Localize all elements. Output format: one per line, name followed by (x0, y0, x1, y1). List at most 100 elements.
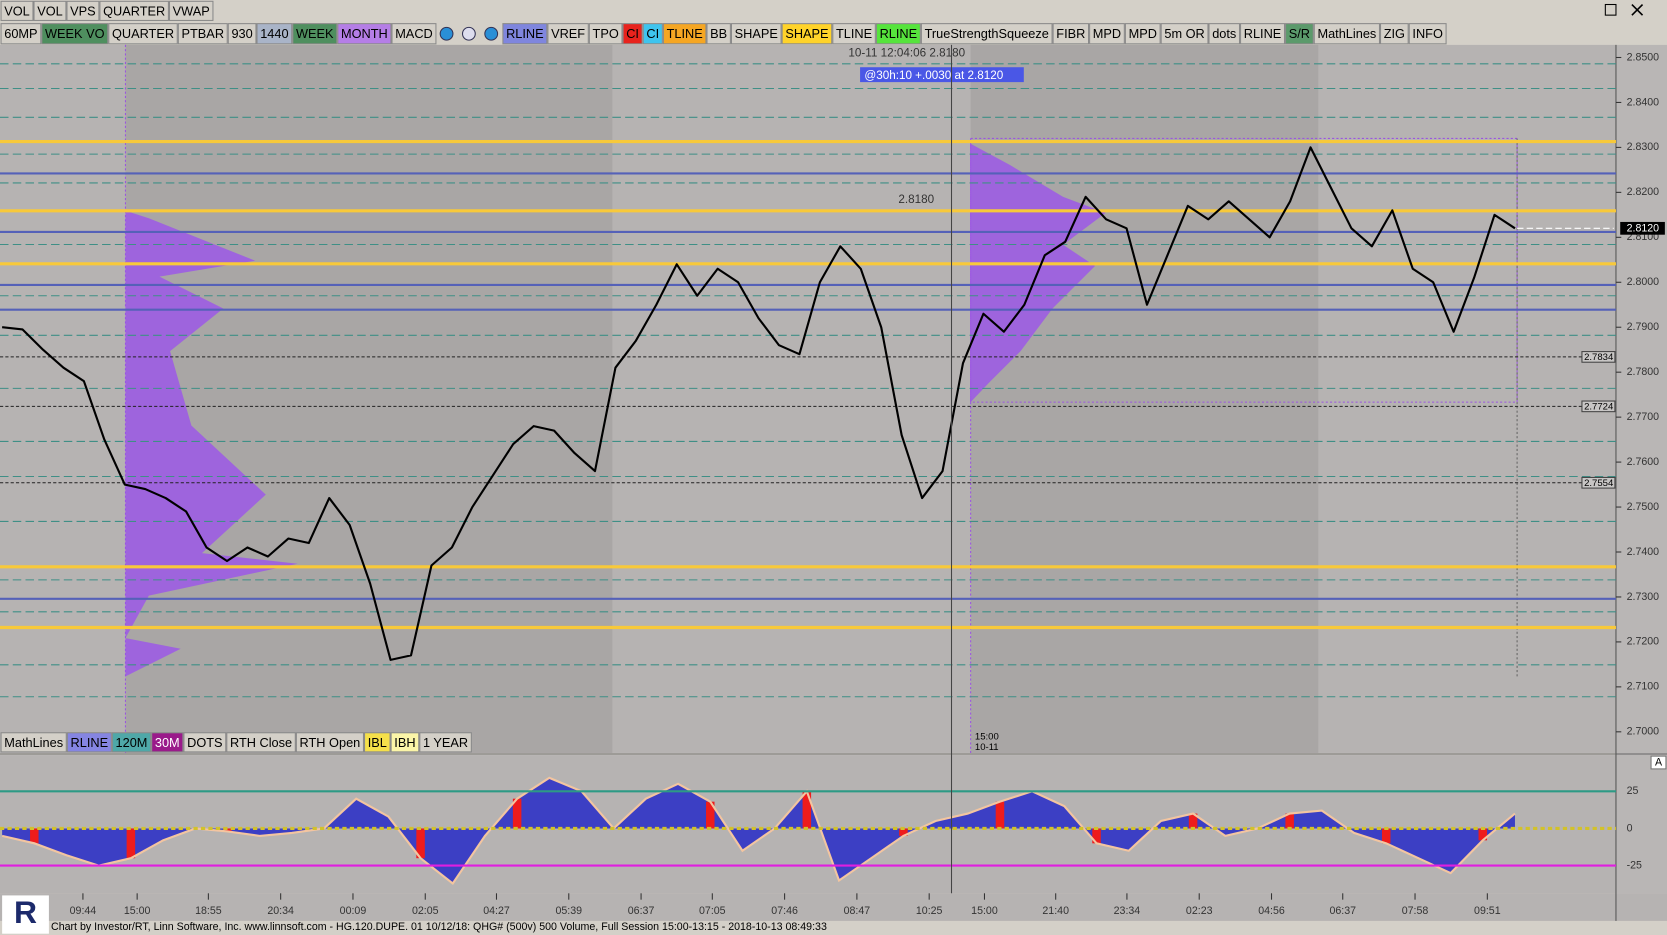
button-label[interactable]: RLINE (1244, 26, 1282, 41)
toolbar-button[interactable]: SHAPE (781, 23, 833, 45)
button-face[interactable] (730, 23, 782, 45)
button-face[interactable] (66, 732, 112, 753)
button-label[interactable]: IBL (368, 735, 387, 750)
button-label[interactable]: RTH Close (230, 735, 292, 750)
toolbar-button[interactable]: IBH (390, 732, 420, 753)
button-face[interactable] (390, 732, 420, 753)
button-face[interactable] (781, 23, 833, 45)
toolbar-button[interactable]: BB (706, 23, 731, 45)
button-label[interactable]: VPS (70, 3, 96, 18)
toolbar-button[interactable]: S/R (1285, 23, 1314, 45)
toolbar-button[interactable]: VREF (547, 23, 589, 45)
toolbar-button[interactable]: 1 YEAR (419, 732, 472, 753)
toolbar-button[interactable]: MPD (1124, 23, 1161, 45)
tool-icon[interactable] (484, 26, 499, 41)
button-face[interactable] (151, 732, 184, 753)
button-face[interactable] (177, 23, 228, 45)
close-icon[interactable] (1631, 3, 1644, 16)
toolbar-button[interactable]: RTH Close (226, 732, 296, 753)
toolbar-button[interactable]: QUARTER (99, 0, 169, 21)
toolbar-button[interactable]: TLINE (662, 23, 707, 45)
button-face[interactable] (41, 23, 109, 45)
toolbar-button[interactable]: 60MP (0, 23, 42, 45)
button-label[interactable]: INFO (1412, 26, 1443, 41)
button-label[interactable]: TrueStrengthSqueeze (925, 26, 1049, 41)
button-label[interactable]: RLINE (506, 26, 544, 41)
toolbar-button[interactable]: MONTH (337, 23, 392, 45)
button-label[interactable]: PTBAR (182, 26, 225, 41)
toolbar-button[interactable]: 5m OR (1160, 23, 1209, 45)
button-face[interactable] (1208, 23, 1241, 45)
button-face[interactable] (1124, 23, 1161, 45)
toolbar-button[interactable]: 120M (111, 732, 152, 753)
button-label[interactable]: VOL (37, 3, 63, 18)
toolbar-button[interactable]: WEEK VO (41, 23, 109, 45)
button-label[interactable]: BB (710, 26, 727, 41)
button-label[interactable]: MathLines (4, 735, 63, 750)
button-face[interactable] (920, 23, 1053, 45)
toolbar-button[interactable]: CI (622, 23, 643, 45)
button-label[interactable]: VREF (551, 26, 585, 41)
button-face[interactable] (875, 23, 921, 45)
button-face[interactable] (1160, 23, 1209, 45)
toolbar-button[interactable]: 1440 (256, 23, 293, 45)
button-face[interactable] (0, 0, 34, 21)
button-face[interactable] (227, 23, 257, 45)
toolbar-button[interactable]: dots (1208, 23, 1241, 45)
toolbar-button[interactable]: QUARTER (108, 23, 178, 45)
toolbar-button[interactable]: VOL (33, 0, 67, 21)
button-label[interactable]: 30M (155, 735, 180, 750)
button-face[interactable] (364, 732, 391, 753)
button-label[interactable]: WEEK (296, 26, 334, 41)
button-label[interactable]: 930 (231, 26, 252, 41)
button-label[interactable]: QUARTER (103, 3, 165, 18)
button-face[interactable] (706, 23, 731, 45)
button-face[interactable] (419, 732, 472, 753)
button-face[interactable] (588, 23, 623, 45)
button-label[interactable]: MONTH (341, 26, 388, 41)
toolbar-button[interactable]: RLINE (502, 23, 548, 45)
button-label[interactable]: RTH Open (300, 735, 361, 750)
button-face[interactable] (292, 23, 338, 45)
button-label[interactable]: MACD (395, 26, 433, 41)
button-label[interactable]: ZIG (1384, 26, 1405, 41)
button-face[interactable] (662, 23, 707, 45)
button-face[interactable] (99, 0, 169, 21)
button-label[interactable]: 1 YEAR (423, 735, 468, 750)
button-face[interactable] (111, 732, 152, 753)
button-label[interactable]: WEEK VO (45, 26, 105, 41)
button-face[interactable] (183, 732, 227, 753)
toolbar-button[interactable]: RLINE (1240, 23, 1286, 45)
toolbar-button[interactable]: FIBR (1052, 23, 1090, 45)
button-face[interactable] (66, 0, 100, 21)
toolbar-button[interactable]: INFO (1408, 23, 1447, 45)
tool-icon[interactable] (461, 26, 476, 41)
button-face[interactable] (1240, 23, 1286, 45)
button-face[interactable] (547, 23, 589, 45)
button-face[interactable] (502, 23, 548, 45)
button-label[interactable]: RLINE (880, 26, 918, 41)
toolbar-button[interactable]: WEEK (292, 23, 338, 45)
button-label[interactable]: DOTS (187, 735, 222, 750)
button-label[interactable]: CI (646, 26, 659, 41)
button-label[interactable]: MathLines (1317, 26, 1376, 41)
toolbar-button[interactable]: 930 (227, 23, 257, 45)
button-face[interactable] (168, 0, 214, 21)
button-label[interactable]: 60MP (4, 26, 37, 41)
button-label[interactable]: 1440 (260, 26, 288, 41)
button-face[interactable] (642, 23, 663, 45)
toolbar-button[interactable]: CI (642, 23, 663, 45)
toolbar-button[interactable]: RLINE (875, 23, 921, 45)
button-label[interactable]: SHAPE (785, 26, 828, 41)
button-label[interactable]: CI (626, 26, 639, 41)
button-label[interactable]: SHAPE (735, 26, 778, 41)
toolbar-button[interactable]: MACD (391, 23, 437, 45)
button-label[interactable]: MPD (1129, 26, 1157, 41)
button-face[interactable] (295, 732, 365, 753)
button-face[interactable] (108, 23, 178, 45)
button-label[interactable]: TLINE (836, 26, 872, 41)
toolbar-button[interactable]: SHAPE (730, 23, 782, 45)
button-label[interactable]: RLINE (71, 735, 109, 750)
toolbar-button[interactable]: VOL (0, 0, 34, 21)
button-face[interactable] (1089, 23, 1125, 45)
